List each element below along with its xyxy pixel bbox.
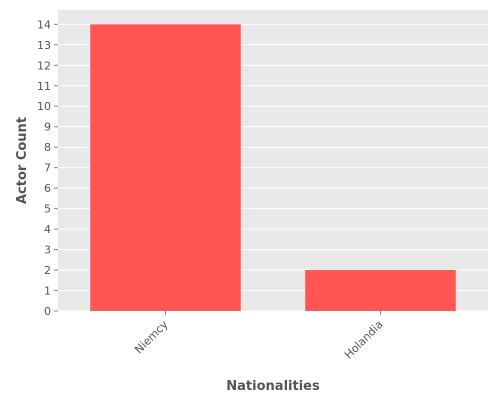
y-tick-label: 0 xyxy=(44,305,51,318)
bar-niemcy xyxy=(90,24,241,311)
y-tick-label: 14 xyxy=(37,18,51,31)
y-tick-label: 7 xyxy=(44,162,51,175)
y-tick-label: 11 xyxy=(37,80,51,93)
x-tick-label: Holandia xyxy=(342,318,386,362)
y-tick-label: 12 xyxy=(37,59,51,72)
y-tick-label: 5 xyxy=(44,203,51,216)
y-axis-title: Actor Count xyxy=(15,117,30,204)
x-axis-ticks: Niemcy Holandia xyxy=(132,311,386,362)
y-tick-label: 2 xyxy=(44,264,51,277)
y-tick-label: 1 xyxy=(44,285,51,298)
y-tick-label: 8 xyxy=(44,141,51,154)
x-axis-title: Nationalities xyxy=(226,379,320,394)
bar-holandia xyxy=(305,270,456,311)
y-tick-label: 3 xyxy=(44,244,51,257)
x-tick-label: Niemcy xyxy=(132,318,171,357)
y-tick-label: 6 xyxy=(44,182,51,195)
y-tick-label: 9 xyxy=(44,121,51,134)
bars xyxy=(90,24,456,311)
y-tick-label: 13 xyxy=(37,39,51,52)
y-tick-label: 4 xyxy=(44,223,51,236)
y-tick-label: 10 xyxy=(37,100,51,113)
